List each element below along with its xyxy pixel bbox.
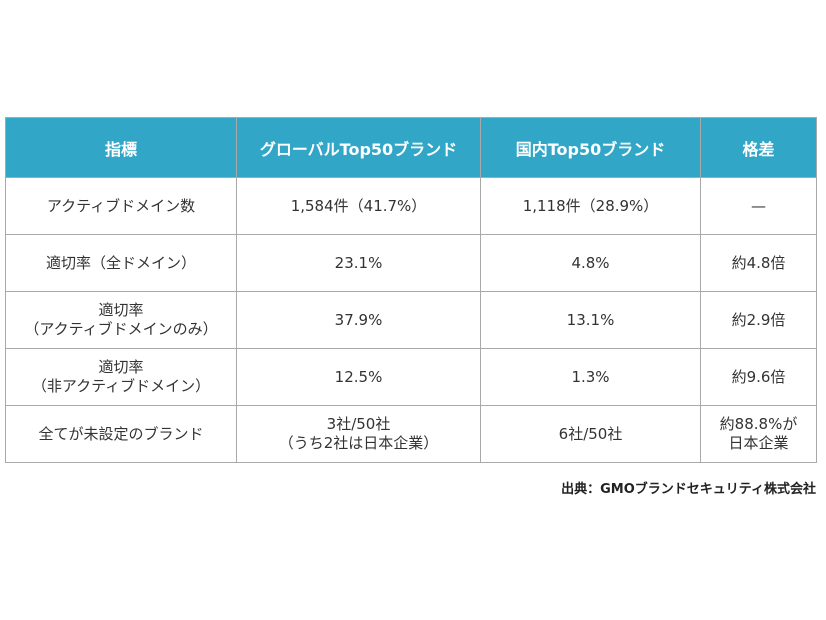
header-domestic-top50: 国内Top50ブランド [480,117,701,178]
cell-global: 12.5% [236,348,481,406]
cell-global: 23.1% [236,234,481,292]
cell-domestic: 4.8% [480,234,701,292]
cell-metric: 全てが未設定のブランド [5,405,237,463]
cell-gap: 約4.8倍 [700,234,817,292]
cell-metric: アクティブドメイン数 [5,177,237,235]
header-global-top50: グローバルTop50ブランド [236,117,481,178]
cell-global: 37.9% [236,291,481,349]
cell-gap: 約9.6倍 [700,348,817,406]
cell-global: 3社/50社 （うち2社は日本企業） [236,405,481,463]
source-credit: 出典：GMOブランドセキュリティ株式会社 [561,482,816,497]
cell-gap: — [700,177,817,235]
cell-domestic: 6社/50社 [480,405,701,463]
table-row: アクティブドメイン数 1,584件（41.7%） 1,118件（28.9%） — [5,177,817,235]
table-row: 適切率 （アクティブドメインのみ） 37.9% 13.1% 約2.9倍 [5,291,817,349]
cell-domestic: 1,118件（28.9%） [480,177,701,235]
cell-metric: 適切率（全ドメイン） [5,234,237,292]
comparison-table: 指標 グローバルTop50ブランド 国内Top50ブランド 格差 アクティブドメ… [5,117,817,463]
cell-gap: 約88.8%が 日本企業 [700,405,817,463]
table-row: 適切率 （非アクティブドメイン） 12.5% 1.3% 約9.6倍 [5,348,817,406]
cell-domestic: 1.3% [480,348,701,406]
table-row: 全てが未設定のブランド 3社/50社 （うち2社は日本企業） 6社/50社 約88… [5,405,817,463]
cell-metric: 適切率 （非アクティブドメイン） [5,348,237,406]
header-gap: 格差 [700,117,817,178]
header-row: 指標 グローバルTop50ブランド 国内Top50ブランド 格差 [5,117,817,178]
cell-metric: 適切率 （アクティブドメインのみ） [5,291,237,349]
cell-gap: 約2.9倍 [700,291,817,349]
table-row: 適切率（全ドメイン） 23.1% 4.8% 約4.8倍 [5,234,817,292]
header-metric: 指標 [5,117,237,178]
cell-global: 1,584件（41.7%） [236,177,481,235]
cell-domestic: 13.1% [480,291,701,349]
